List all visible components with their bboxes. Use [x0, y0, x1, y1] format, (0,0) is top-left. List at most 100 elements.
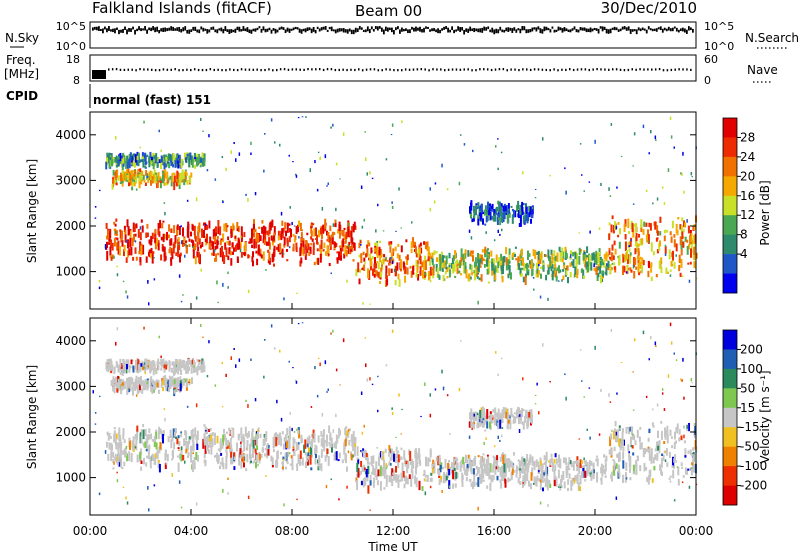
velocity-cell	[665, 448, 668, 456]
power-cell	[474, 261, 476, 268]
velocity-cell	[356, 462, 359, 473]
power-cell	[116, 237, 119, 241]
power-cell	[197, 226, 200, 233]
velocity-cell	[379, 481, 382, 491]
velocity-cell	[508, 415, 511, 420]
nsky-sample-mark	[108, 26, 110, 31]
velocity-cell	[304, 439, 307, 449]
nsky-sample-mark	[294, 26, 297, 30]
velocity-cell	[460, 464, 463, 468]
power-noise-cell	[180, 300, 183, 303]
power-noise-cell	[458, 181, 461, 186]
power-cell	[153, 169, 156, 174]
nsky-sample-mark	[425, 26, 427, 29]
power-colorbar-swatch	[723, 137, 737, 158]
velocity-cell	[518, 414, 521, 417]
power-cell	[677, 217, 680, 220]
power-cell	[607, 263, 610, 268]
power-noise-cell	[681, 173, 683, 176]
velocity-cell	[329, 435, 332, 440]
power-cell	[244, 242, 247, 252]
power-cell	[361, 267, 364, 271]
velocity-cell	[480, 407, 483, 414]
power-cell	[488, 260, 491, 263]
velocity-noise-cell	[663, 408, 666, 411]
power-cell	[578, 247, 581, 256]
velocity-cell	[185, 367, 188, 374]
velocity-cell	[528, 480, 530, 487]
velocity-cell	[228, 430, 231, 435]
power-cell	[126, 169, 129, 176]
power-cell	[471, 253, 474, 257]
nsky-sample-mark	[653, 28, 656, 31]
power-cell	[435, 263, 438, 272]
plot-title: Falkland Islands (fitACF)	[92, 0, 272, 17]
nsky-sample-mark	[100, 28, 102, 32]
power-noise-cell	[429, 279, 432, 283]
velocity-cell	[529, 483, 532, 490]
power-cell	[650, 242, 653, 252]
power-noise-cell	[180, 225, 182, 228]
velocity-cell	[256, 435, 259, 445]
power-cell	[164, 255, 167, 261]
velocity-cell	[137, 364, 140, 373]
velocity-cell	[647, 475, 650, 485]
power-cell	[113, 221, 116, 225]
power-cell	[523, 262, 526, 271]
nsky-sample-mark	[505, 27, 508, 32]
power-cell	[221, 245, 223, 256]
velocity-cell	[654, 454, 657, 460]
velocity-cell	[171, 367, 174, 373]
velocity-noise-cell	[297, 323, 300, 325]
power-cell	[525, 214, 528, 221]
power-noise-cell	[398, 187, 400, 191]
nsky-sample-mark	[617, 29, 620, 32]
velocity-cell	[541, 475, 543, 483]
velocity-band-2	[431, 451, 608, 492]
power-cell	[406, 254, 409, 261]
velocity-cell	[320, 438, 323, 447]
nsky-sample-mark	[541, 29, 544, 34]
velocity-cell	[474, 455, 477, 466]
velocity-cell	[150, 433, 153, 440]
velocity-cell	[502, 454, 505, 464]
power-cell	[395, 266, 397, 276]
power-noise-cell	[382, 230, 385, 232]
power-cell	[374, 269, 377, 277]
power-cell	[133, 182, 136, 187]
power-cell	[429, 259, 431, 266]
nsky-sample-mark	[615, 27, 618, 31]
velocity-cell	[397, 474, 400, 479]
velocity-cell	[142, 424, 145, 428]
freq-sample	[330, 68, 333, 71]
power-cell	[267, 241, 270, 246]
velocity-cell	[388, 445, 391, 451]
power-noise-cell	[94, 217, 97, 219]
power-cell	[617, 222, 620, 225]
power-cell	[650, 276, 653, 282]
power-cell	[380, 267, 383, 275]
power-cell	[556, 267, 559, 272]
power-cell	[344, 241, 347, 245]
velocity-cell	[558, 454, 560, 464]
velocity-noise-cell	[632, 471, 635, 475]
power-cell	[163, 182, 166, 186]
nsky-sample-mark	[459, 27, 462, 32]
velocity-cell	[152, 386, 155, 393]
velocity-cell	[445, 475, 448, 481]
velocity-cell	[419, 462, 422, 466]
power-noise-cell	[608, 187, 610, 191]
power-cell	[452, 264, 455, 273]
velocity-cell	[238, 452, 241, 458]
power-cell	[468, 273, 471, 280]
power-cell	[551, 253, 554, 264]
velocity-noise-cell	[177, 389, 180, 391]
nsky-sample-mark	[92, 27, 94, 31]
velocity-cell	[337, 435, 340, 439]
velocity-cell	[244, 426, 247, 437]
power-noise-cell	[389, 245, 392, 247]
power-cell	[368, 242, 371, 247]
velocity-cell	[671, 445, 674, 449]
power-cell	[111, 156, 113, 167]
power-cell	[500, 253, 503, 261]
